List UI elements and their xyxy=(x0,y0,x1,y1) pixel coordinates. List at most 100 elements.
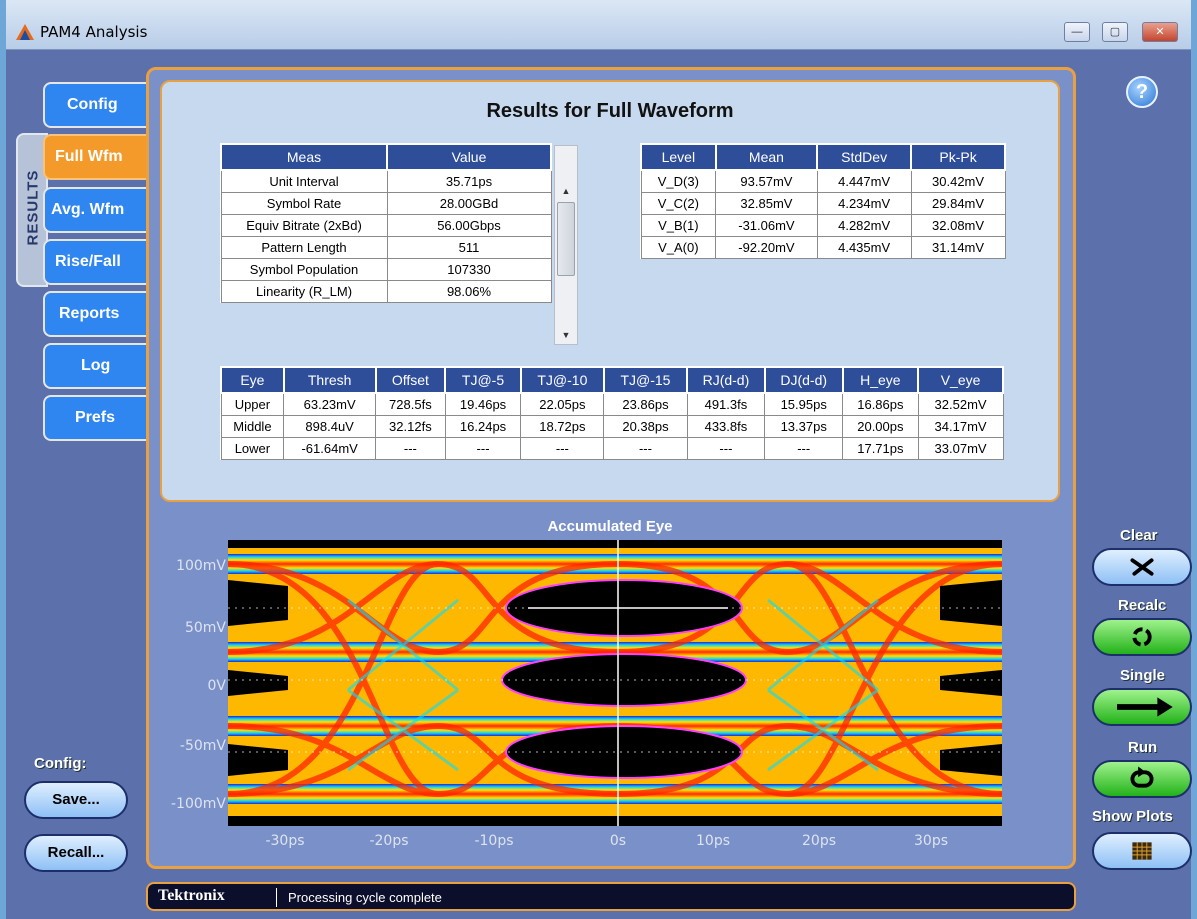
rj-cell: 433.8fs xyxy=(686,414,766,438)
config-label: Config: xyxy=(34,755,87,772)
arrow-right-icon xyxy=(1117,697,1173,717)
table-row: Unit Interval 35.71ps xyxy=(220,169,552,193)
x-tick-label: 10ps xyxy=(696,833,730,849)
help-icon[interactable]: ? xyxy=(1126,76,1158,108)
recalc-button[interactable] xyxy=(1092,618,1192,656)
results-title: Results for Full Waveform xyxy=(486,100,734,122)
tab-prefs[interactable]: Prefs xyxy=(43,395,147,441)
table-row: V_C(2) 32.85mV 4.234mV 29.84mV xyxy=(640,191,1006,215)
meas-cell: Linearity (R_LM) xyxy=(220,279,388,303)
stddev-cell: 4.282mV xyxy=(816,213,912,237)
single-button[interactable] xyxy=(1092,688,1192,726)
x-tick-label: 0s xyxy=(609,833,627,849)
thresh-header: Thresh xyxy=(282,366,377,394)
table-row: Middle 898.4uV 32.12fs 16.24ps 18.72ps 20.38p… xyxy=(220,414,1004,438)
meas-table: Meas Value Unit Interval 35.71ps Symbol R… xyxy=(220,143,552,303)
tj10-cell: 22.05ps xyxy=(520,392,605,416)
tj15-cell: 20.38ps xyxy=(603,414,688,438)
minimize-button[interactable]: — xyxy=(1064,22,1090,42)
dj-cell: 15.95ps xyxy=(764,392,844,416)
pkpk-cell: 32.08mV xyxy=(910,213,1006,237)
recall-button[interactable]: Recall... xyxy=(24,834,128,872)
y-tick-label: 100mV xyxy=(176,558,226,574)
recalc-icon xyxy=(1132,627,1152,647)
tab-rise-fall[interactable]: Rise/Fall xyxy=(43,239,147,285)
plot-grid-icon xyxy=(1132,842,1152,860)
rj-cell: 491.3fs xyxy=(686,392,766,416)
tj5-cell: 16.24ps xyxy=(444,414,522,438)
status-message: Processing cycle complete xyxy=(288,890,442,905)
show-plots-button[interactable] xyxy=(1092,832,1192,870)
scroll-up-icon[interactable]: ▲ xyxy=(561,186,571,196)
tab-full-wfm[interactable]: Full Wfm xyxy=(43,134,147,180)
level-table: Level Mean StdDev Pk-Pk V_D(3) 93.57mV 4.4… xyxy=(640,143,1006,259)
value-cell: 28.00GBd xyxy=(386,191,552,215)
scroll-thumb[interactable] xyxy=(557,202,575,276)
stddev-cell: 4.447mV xyxy=(816,169,912,193)
x-tick-label: 20ps xyxy=(802,833,836,849)
mean-cell: -31.06mV xyxy=(715,213,818,237)
save-button[interactable]: Save... xyxy=(24,781,128,819)
tj5-header: TJ@-5 xyxy=(444,366,522,394)
tj15-header: TJ@-15 xyxy=(602,366,689,394)
tab-log[interactable]: Log xyxy=(43,343,147,389)
run-label: Run xyxy=(1128,739,1158,756)
mean-cell: 93.57mV xyxy=(715,169,818,193)
x-tick-label: 30ps xyxy=(914,833,948,849)
tj10-header: TJ@-10 xyxy=(519,366,605,394)
thresh-cell: 898.4uV xyxy=(283,414,376,438)
maximize-button[interactable]: ▢ xyxy=(1102,22,1128,42)
run-button[interactable] xyxy=(1092,760,1192,798)
veye-cell: 33.07mV xyxy=(917,436,1004,460)
meas-cell: Pattern Length xyxy=(220,235,388,259)
value-cell: 107330 xyxy=(386,257,552,281)
dj-cell: --- xyxy=(764,436,844,460)
status-bar: Tektronix Processing cycle complete xyxy=(146,882,1076,911)
tab-avg-wfm[interactable]: Avg. Wfm xyxy=(43,187,147,233)
run-loop-icon xyxy=(1130,766,1154,788)
pkpk-cell: 30.42mV xyxy=(910,169,1006,193)
app-logo-icon xyxy=(16,24,34,40)
meas-scrollbar[interactable]: ▲ ▼ xyxy=(554,145,578,345)
scroll-down-icon[interactable]: ▼ xyxy=(561,330,571,340)
y-tick-label: -50mV xyxy=(179,738,226,754)
value-header: Value xyxy=(386,143,552,171)
tj10-cell: --- xyxy=(520,436,605,460)
heye-header: H_eye xyxy=(841,366,920,394)
table-row: Lower -61.64mV --- --- --- --- --- --- 17.71ps 33… xyxy=(220,436,1004,460)
level-cell: V_B(1) xyxy=(640,213,717,237)
offset-cell: --- xyxy=(375,436,446,460)
table-row: Equiv Bitrate (2xBd) 56.00Gbps xyxy=(220,213,552,237)
mean-cell: -92.20mV xyxy=(715,235,818,259)
pkpk-cell: 31.14mV xyxy=(910,235,1006,259)
eye-diagram-image xyxy=(228,540,1002,826)
tab-reports[interactable]: Reports xyxy=(43,291,147,337)
close-button[interactable]: ✕ xyxy=(1142,22,1178,42)
heye-cell: 20.00ps xyxy=(842,414,919,438)
dj-header: DJ(d-d) xyxy=(763,366,844,394)
meas-cell: Equiv Bitrate (2xBd) xyxy=(220,213,388,237)
eye-table: Eye Thresh Offset TJ@-5 TJ@-10 TJ@-15 RJ… xyxy=(220,366,1004,460)
eye-cell: Lower xyxy=(220,436,285,460)
y-tick-label: -100mV xyxy=(171,796,226,812)
table-row: V_D(3) 93.57mV 4.447mV 30.42mV xyxy=(640,169,1006,193)
mean-header: Mean xyxy=(714,143,819,171)
rj-header: RJ(d-d) xyxy=(686,366,766,394)
meas-cell: Symbol Population xyxy=(220,257,388,281)
eye-cell: Upper xyxy=(220,392,285,416)
stddev-cell: 4.234mV xyxy=(816,191,912,215)
value-cell: 511 xyxy=(386,235,552,259)
stddev-cell: 4.435mV xyxy=(816,235,912,259)
clear-button[interactable] xyxy=(1092,548,1192,586)
table-row: Symbol Rate 28.00GBd xyxy=(220,191,552,215)
results-rail-label: RESULTS xyxy=(24,169,42,246)
tj15-cell: --- xyxy=(603,436,688,460)
clear-x-icon xyxy=(1130,558,1154,576)
level-header: Level xyxy=(640,143,717,171)
tab-config[interactable]: Config xyxy=(43,82,147,128)
clear-label: Clear xyxy=(1120,527,1158,544)
tj5-cell: --- xyxy=(444,436,522,460)
value-cell: 98.06% xyxy=(386,279,552,303)
heye-cell: 16.86ps xyxy=(842,392,919,416)
y-tick-label: 0V xyxy=(207,678,226,694)
